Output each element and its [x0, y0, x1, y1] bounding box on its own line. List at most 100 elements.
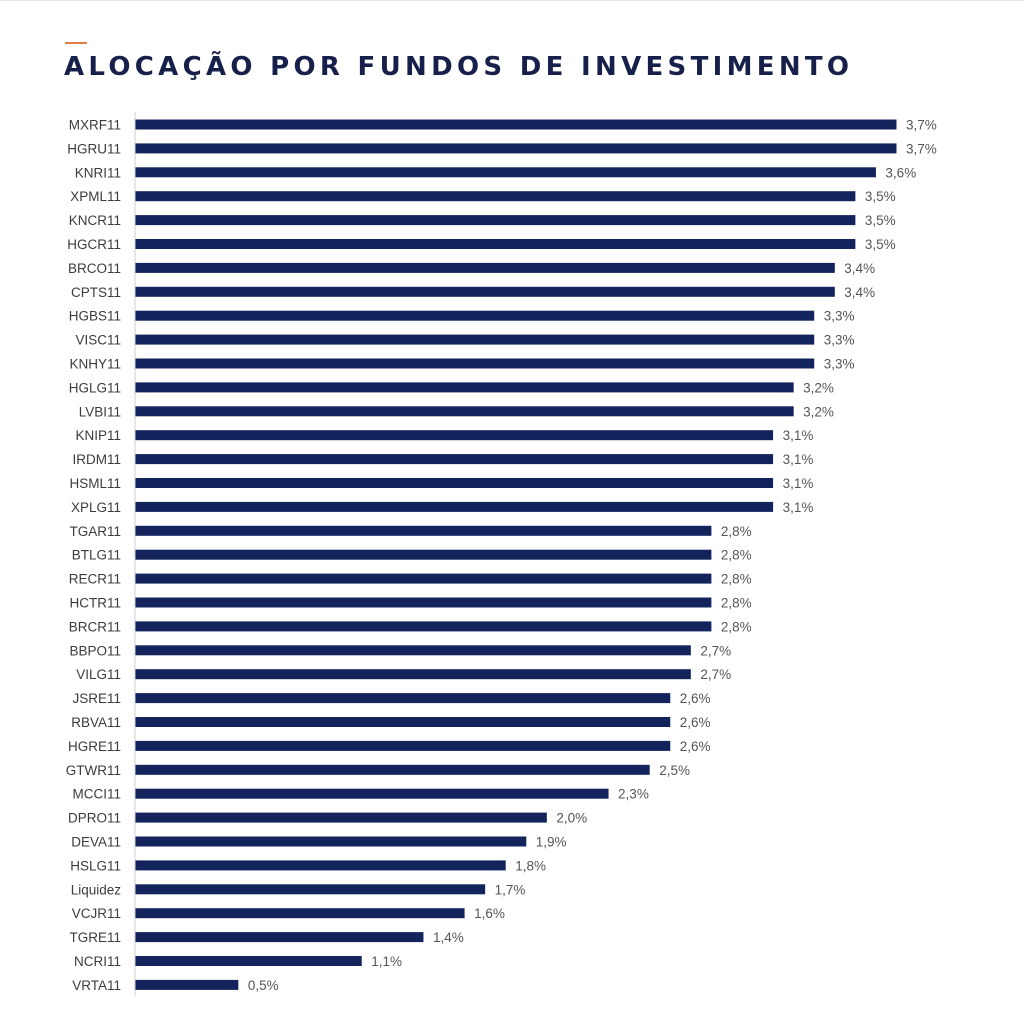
category-label: HGBS11 [69, 309, 121, 324]
category-label: DPRO11 [68, 811, 121, 826]
category-label: GTWR11 [66, 763, 121, 778]
value-label: 3,1% [783, 428, 814, 443]
value-label: 1,7% [495, 882, 526, 897]
bar [135, 597, 712, 608]
category-label: JSRE11 [72, 691, 121, 706]
bar [135, 382, 794, 393]
category-label: BTLG11 [72, 548, 121, 563]
category-label: TGRE11 [69, 930, 121, 945]
category-label: KNHY11 [69, 357, 121, 372]
category-label: BRCO11 [68, 261, 121, 276]
category-label: RBVA11 [71, 715, 121, 730]
value-label: 1,8% [515, 858, 546, 873]
category-label: MCCI11 [72, 787, 121, 802]
value-label: 3,7% [906, 118, 937, 133]
value-label: 0,5% [248, 978, 279, 993]
value-label: 3,1% [783, 476, 814, 491]
bar [135, 262, 835, 273]
bar [135, 454, 774, 465]
bar [135, 932, 424, 943]
bar [135, 860, 506, 871]
bar [135, 191, 856, 202]
bar [135, 406, 794, 417]
value-label: 2,6% [680, 691, 711, 706]
bar [135, 549, 712, 560]
category-label: BBPO11 [69, 643, 121, 658]
value-label: 1,9% [536, 835, 567, 850]
value-label: 2,6% [680, 739, 711, 754]
category-label: VISC11 [75, 333, 121, 348]
bar [135, 215, 856, 226]
bar [135, 908, 465, 919]
bar [135, 358, 815, 369]
category-label: LVBI11 [79, 404, 121, 419]
category-label: HCTR11 [69, 596, 121, 611]
category-label: MXRF11 [69, 118, 121, 133]
value-label: 3,4% [844, 285, 875, 300]
chart-title: ALOCAÇÃO POR FUNDOS DE INVESTIMENTO [64, 52, 854, 82]
category-label: RECR11 [69, 572, 121, 587]
value-label: 3,5% [865, 213, 896, 228]
category-label: HSML11 [69, 476, 121, 491]
bar [135, 621, 712, 632]
category-label: KNCR11 [69, 213, 121, 228]
bar [135, 764, 650, 775]
bar [135, 310, 815, 321]
value-label: 3,7% [906, 141, 937, 156]
value-label: 2,8% [721, 572, 752, 587]
category-label: KNIP11 [75, 428, 121, 443]
value-label: 2,8% [721, 596, 752, 611]
value-label: 3,2% [803, 404, 834, 419]
category-label: HGRU11 [67, 141, 121, 156]
bar [135, 956, 362, 966]
category-label: BRCR11 [69, 619, 121, 634]
category-label: XPML11 [70, 189, 121, 204]
category-label: VRTA11 [72, 978, 121, 993]
value-label: 3,5% [865, 237, 896, 252]
value-label: 3,4% [844, 261, 875, 276]
category-label: NCRI11 [74, 954, 121, 969]
value-label: 2,0% [556, 811, 587, 826]
value-label: 3,3% [824, 357, 855, 372]
value-label: 2,3% [618, 787, 649, 802]
value-label: 3,1% [783, 452, 814, 467]
category-label: IRDM11 [72, 452, 121, 467]
value-label: 2,8% [721, 524, 752, 539]
bar [135, 836, 527, 847]
value-label: 2,5% [659, 763, 690, 778]
bar [135, 478, 774, 488]
bar [135, 884, 486, 895]
category-label: CPTS11 [71, 285, 121, 300]
bar [135, 239, 856, 249]
value-label: 2,8% [721, 619, 752, 634]
value-label: 1,4% [433, 930, 464, 945]
bar [135, 525, 712, 536]
bar [135, 979, 239, 990]
value-label: 2,7% [700, 667, 731, 682]
category-label: XPLG11 [71, 500, 121, 515]
bar [135, 143, 897, 154]
category-label: VILG11 [76, 667, 121, 682]
value-label: 1,6% [474, 906, 505, 921]
value-label: 3,2% [803, 380, 834, 395]
value-label: 3,6% [885, 165, 916, 180]
bar [135, 740, 671, 751]
bar [135, 334, 815, 345]
bar [135, 286, 835, 297]
top-divider [0, 0, 1024, 1]
category-label: HGCR11 [67, 237, 121, 252]
bar [135, 645, 691, 656]
bar [135, 430, 774, 441]
bar [135, 573, 712, 584]
bar [135, 167, 876, 178]
category-label: Liquidez [71, 882, 122, 897]
value-label: 1,1% [371, 954, 402, 969]
category-label: HGLG11 [69, 380, 121, 395]
category-label: VCJR11 [72, 906, 121, 921]
category-label: TGAR11 [69, 524, 121, 539]
value-label: 2,7% [700, 643, 731, 658]
bar [135, 788, 609, 799]
value-label: 3,3% [824, 333, 855, 348]
bar [135, 501, 774, 512]
